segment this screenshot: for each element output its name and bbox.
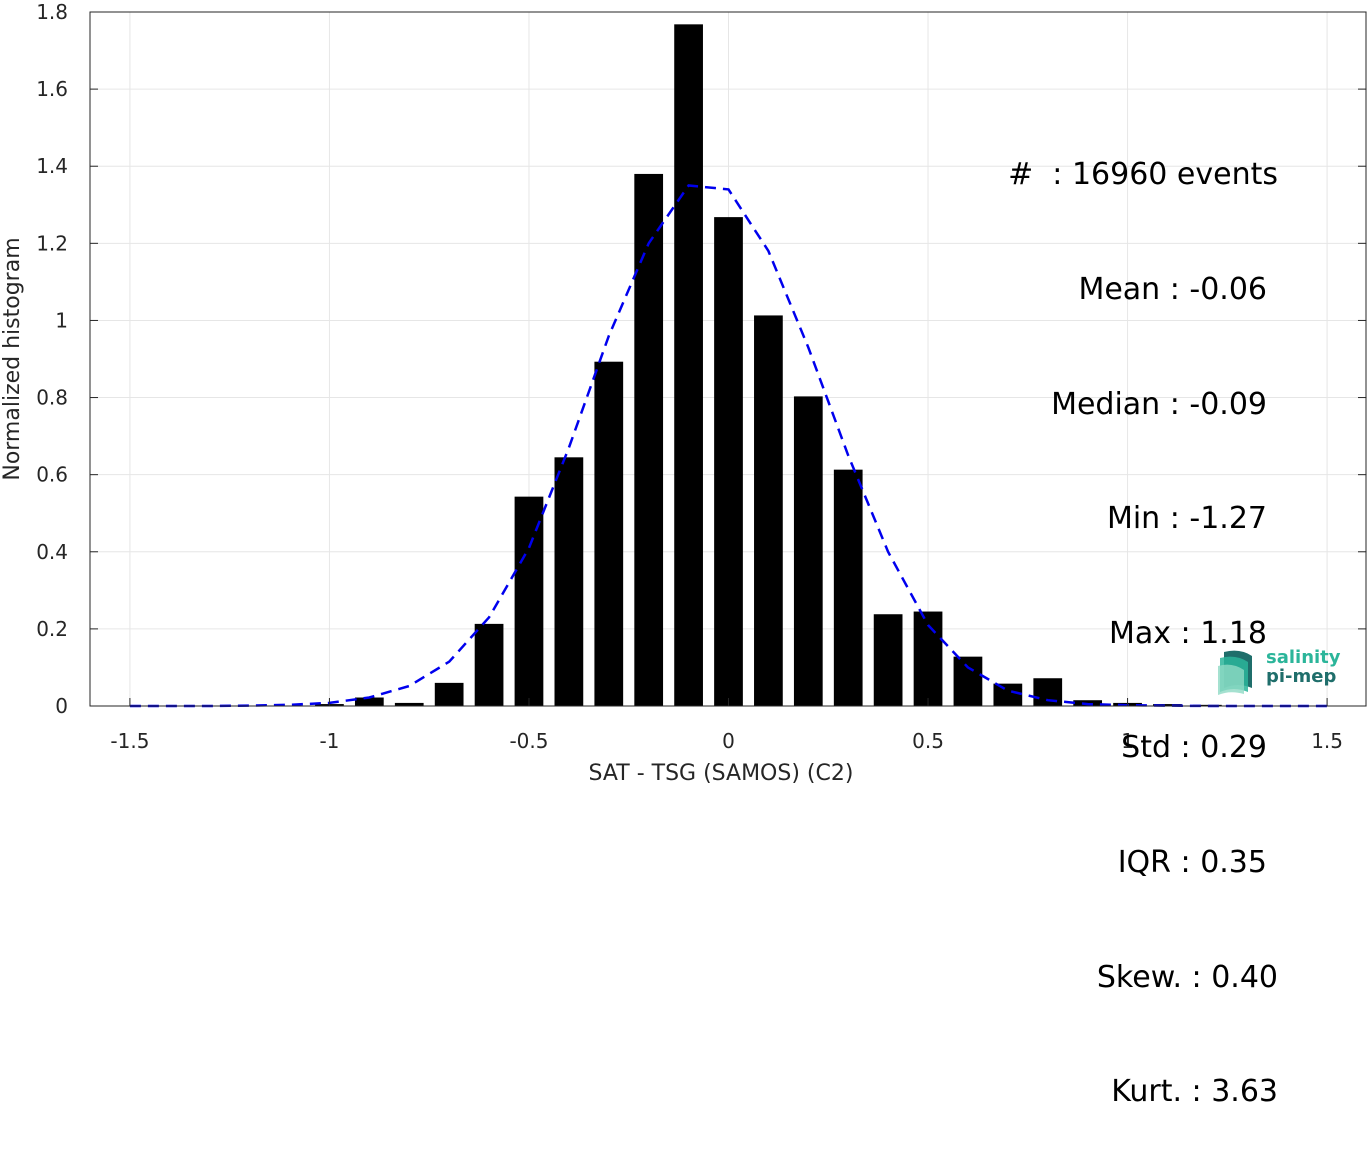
y-tick-label: 0.4	[36, 540, 68, 564]
histogram-bar	[634, 173, 664, 706]
histogram-bar	[953, 656, 983, 706]
y-tick-label: 1	[55, 308, 68, 332]
stat-mean: Mean : -0.06	[1078, 272, 1267, 307]
y-tick-label: 1.2	[36, 231, 68, 255]
stat-max: Max : 1.18	[1109, 615, 1267, 651]
histogram-bar	[1193, 704, 1222, 706]
x-tick-label: 0.5	[912, 729, 944, 753]
salinity-pimep-logo: salinity pi-mep	[1216, 646, 1346, 696]
x-tick-label: -1.5	[110, 729, 149, 753]
histogram-bar	[993, 683, 1023, 706]
x-tick-label: -0.5	[509, 729, 548, 753]
y-tick-label: 1.6	[36, 77, 68, 101]
stat-events: # : 16960 events	[1008, 157, 1278, 193]
y-tick-label: 0.2	[36, 617, 68, 641]
y-tick-label: 0.6	[36, 463, 68, 487]
histogram-bar	[873, 614, 903, 706]
histogram-bar	[1153, 704, 1182, 706]
histogram-bar	[674, 24, 703, 707]
x-tick-label: 0	[722, 729, 735, 753]
histogram-chart: -1.5 -1 -0.5 0 0.5 1 1.5 0 0.2 0.4 0.6 0.8 1 1.2 1.4 1…	[0, 0, 1367, 785]
y-tick-label: 1.4	[36, 154, 68, 178]
stat-min: Min : -1.27	[1106, 501, 1267, 537]
logo-line-2: pi-mep	[1266, 666, 1337, 687]
x-tick-label: 1	[1121, 729, 1134, 753]
histogram-bar	[833, 469, 863, 706]
histogram-bar	[474, 623, 504, 706]
x-axis-ticks: -1.5 -1 -0.5 0 0.5 1 1.5	[110, 698, 1343, 753]
x-axis-title: SAT - TSG (SAMOS) (C2)	[589, 761, 854, 785]
stat-skew: Skew. : 0.40	[1096, 959, 1278, 995]
y-axis-ticks: 0 0.2 0.4 0.6 0.8 1 1.2 1.4 1.6 1.8	[36, 0, 1366, 718]
histogram-bar	[793, 396, 823, 706]
x-tick-label: -1	[319, 729, 339, 753]
histogram-bar	[913, 611, 943, 706]
stat-kurt: Kurt. : 3.63	[1111, 1074, 1278, 1110]
stat-median: Median : -0.09	[1051, 386, 1267, 422]
x-tick-label: 1.5	[1311, 729, 1343, 753]
histogram-bar	[754, 315, 783, 706]
stat-std: Std : 0.29	[1121, 730, 1267, 766]
histogram-bar	[714, 217, 743, 707]
histogram-bar	[394, 702, 424, 706]
histogram-bar	[554, 457, 584, 706]
histogram-bar	[594, 361, 624, 706]
logo-icon	[1218, 650, 1252, 695]
y-tick-label: 0	[55, 694, 68, 718]
y-tick-label: 0.8	[36, 386, 68, 410]
y-tick-label: 1.8	[36, 0, 68, 24]
statistics-panel: # : 16960 events Mean : -0.06 Median : -…	[1008, 80, 1278, 1150]
y-axis-title: Normalized histogram	[0, 237, 25, 480]
histogram-bar	[354, 697, 384, 706]
stat-iqr: IQR : 0.35	[1117, 844, 1267, 880]
histogram-bar	[514, 496, 544, 706]
histogram-bars	[315, 24, 1222, 707]
logo-line-1: salinity	[1266, 647, 1341, 668]
histogram-bar	[434, 682, 464, 706]
